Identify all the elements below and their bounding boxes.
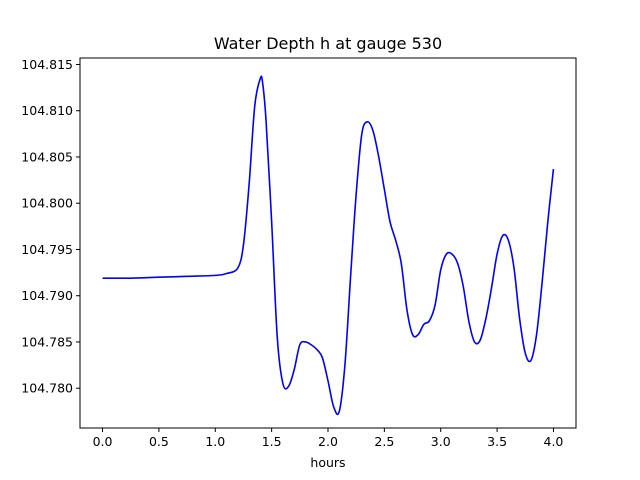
x-tick-label: 4.0 — [544, 434, 564, 449]
x-tick-label: 3.5 — [487, 434, 507, 449]
x-tick-label: 0.5 — [149, 434, 169, 449]
y-tick-label: 104.785 — [21, 334, 73, 349]
x-tick-label: 2.0 — [318, 434, 338, 449]
y-tick-label: 104.810 — [21, 103, 73, 118]
y-axis: 104.780 104.785 104.790 104.795 104.800 104.8… — [21, 57, 80, 396]
axes-frame — [79, 57, 577, 429]
x-axis-label: hours — [310, 455, 345, 470]
y-tick-label: 104.805 — [21, 149, 73, 164]
x-axis: 0.0 0.5 1.0 1.5 2.0 2.5 3.0 3.5 4.0 — [93, 428, 564, 449]
y-tick-label: 104.800 — [21, 196, 73, 211]
y-tick-label: 104.815 — [21, 57, 73, 72]
x-tick-label: 1.0 — [205, 434, 225, 449]
y-tick-label: 104.795 — [21, 242, 73, 257]
plot-area — [102, 75, 555, 416]
series-line — [102, 75, 555, 416]
y-tick-label: 104.780 — [21, 381, 73, 396]
x-tick-label: 1.5 — [262, 434, 282, 449]
y-tick-label: 104.790 — [21, 288, 73, 303]
chart-title: Water Depth h at gauge 530 — [214, 34, 442, 53]
x-tick-label: 3.0 — [431, 434, 451, 449]
x-tick-label: 0.0 — [93, 434, 113, 449]
x-tick-label: 2.5 — [374, 434, 394, 449]
